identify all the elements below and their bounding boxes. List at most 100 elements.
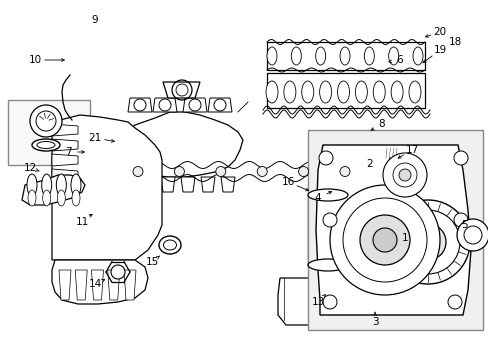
Text: 7: 7 <box>64 147 71 157</box>
Polygon shape <box>91 270 103 300</box>
Bar <box>307 195 347 265</box>
Polygon shape <box>124 270 136 300</box>
Polygon shape <box>22 175 85 205</box>
Circle shape <box>385 200 469 284</box>
Polygon shape <box>163 82 200 98</box>
Ellipse shape <box>42 190 51 206</box>
Polygon shape <box>52 124 78 136</box>
Ellipse shape <box>408 81 420 103</box>
Bar <box>266 42 424 70</box>
Circle shape <box>215 166 225 176</box>
Text: 2: 2 <box>366 159 372 169</box>
Circle shape <box>323 295 336 309</box>
Ellipse shape <box>390 81 402 103</box>
Polygon shape <box>141 177 155 192</box>
Text: 17: 17 <box>405 145 418 155</box>
Circle shape <box>318 151 332 165</box>
Text: 16: 16 <box>281 177 294 187</box>
Text: 4: 4 <box>314 193 321 203</box>
Ellipse shape <box>291 47 301 65</box>
Polygon shape <box>278 278 364 325</box>
Circle shape <box>372 228 396 252</box>
Polygon shape <box>52 260 148 304</box>
Polygon shape <box>107 270 120 300</box>
Circle shape <box>298 166 308 176</box>
Text: 11: 11 <box>75 217 88 227</box>
Circle shape <box>329 185 439 295</box>
Text: 19: 19 <box>432 45 446 55</box>
Circle shape <box>339 166 349 176</box>
Ellipse shape <box>307 189 347 201</box>
Text: 9: 9 <box>92 15 98 25</box>
Text: 6: 6 <box>396 55 403 65</box>
Text: 20: 20 <box>432 27 446 37</box>
Circle shape <box>409 224 445 260</box>
Polygon shape <box>315 145 470 315</box>
Ellipse shape <box>364 47 374 65</box>
Circle shape <box>133 166 142 176</box>
Ellipse shape <box>28 190 36 206</box>
Ellipse shape <box>266 47 276 65</box>
Ellipse shape <box>27 174 37 196</box>
Ellipse shape <box>337 81 349 103</box>
Ellipse shape <box>56 174 66 196</box>
Polygon shape <box>121 177 135 192</box>
Text: 1: 1 <box>401 233 407 243</box>
Ellipse shape <box>388 47 398 65</box>
Ellipse shape <box>307 259 347 271</box>
Text: 18: 18 <box>447 37 461 47</box>
Ellipse shape <box>41 174 52 196</box>
Circle shape <box>456 219 488 251</box>
Circle shape <box>453 151 467 165</box>
Bar <box>266 73 424 108</box>
Ellipse shape <box>315 47 325 65</box>
Circle shape <box>323 213 336 227</box>
Text: 13: 13 <box>311 297 324 307</box>
Polygon shape <box>52 139 78 151</box>
Polygon shape <box>207 98 231 112</box>
Polygon shape <box>128 98 152 112</box>
Circle shape <box>447 295 461 309</box>
Circle shape <box>30 105 62 137</box>
Ellipse shape <box>265 81 278 103</box>
Circle shape <box>111 265 125 279</box>
Text: 14: 14 <box>88 279 102 289</box>
Ellipse shape <box>339 47 349 65</box>
Circle shape <box>359 215 409 265</box>
Ellipse shape <box>412 47 422 65</box>
Text: 5: 5 <box>461 220 468 230</box>
Text: 15: 15 <box>145 257 158 267</box>
Ellipse shape <box>284 81 295 103</box>
Polygon shape <box>52 169 78 181</box>
Circle shape <box>257 166 266 176</box>
Polygon shape <box>52 115 162 260</box>
Polygon shape <box>201 177 215 192</box>
Polygon shape <box>221 177 235 192</box>
Polygon shape <box>161 177 175 192</box>
Ellipse shape <box>71 174 81 196</box>
Ellipse shape <box>32 139 60 151</box>
Bar <box>8 100 90 165</box>
Polygon shape <box>181 177 195 192</box>
Ellipse shape <box>355 81 366 103</box>
Ellipse shape <box>319 81 331 103</box>
Ellipse shape <box>372 81 385 103</box>
Text: 21: 21 <box>88 133 102 143</box>
Bar <box>307 130 482 330</box>
Ellipse shape <box>57 190 65 206</box>
Polygon shape <box>118 112 243 177</box>
Text: 8: 8 <box>378 119 385 129</box>
Ellipse shape <box>301 81 313 103</box>
Polygon shape <box>153 98 177 112</box>
Circle shape <box>398 169 410 181</box>
Ellipse shape <box>159 236 181 254</box>
Polygon shape <box>75 270 87 300</box>
Ellipse shape <box>72 190 80 206</box>
Circle shape <box>382 153 426 197</box>
Text: 12: 12 <box>23 163 37 173</box>
Text: 10: 10 <box>28 55 41 65</box>
Text: 3: 3 <box>371 317 378 327</box>
Polygon shape <box>52 154 78 166</box>
Polygon shape <box>59 270 71 300</box>
Polygon shape <box>183 98 206 112</box>
